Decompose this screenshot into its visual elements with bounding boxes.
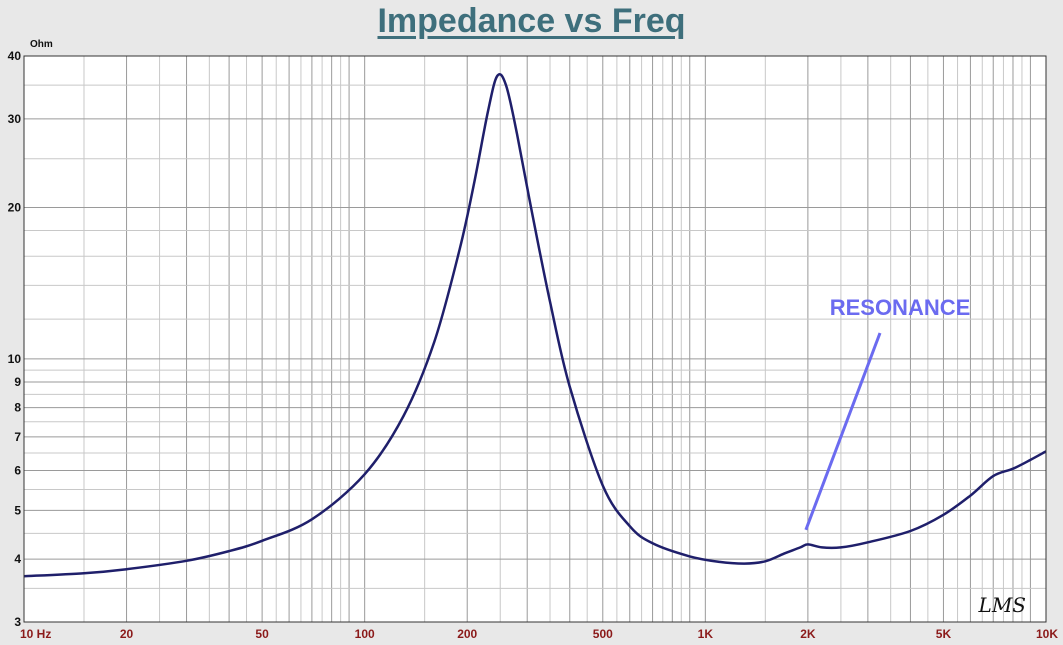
x-tick-label: 100	[355, 627, 375, 641]
y-tick-label: 10	[8, 352, 22, 366]
x-tick-label: 200	[457, 627, 477, 641]
grid	[23, 55, 1046, 623]
plot-area-background	[24, 56, 1046, 622]
y-tick-label: 7	[14, 430, 21, 444]
x-tick-label: 500	[593, 627, 613, 641]
chart-title: Impedance vs Freq	[377, 2, 686, 40]
tick-labels: 10 Hz 20 50 100 200 500 1K 2K 5K 10K 40 30 20 10 9 8 7 6 5…	[8, 49, 1059, 641]
y-tick-label: 20	[8, 200, 22, 214]
series-layer	[23, 72, 1047, 578]
x-tick-label: 50	[255, 627, 269, 641]
x-tick-label: 20	[120, 627, 134, 641]
impedance-curve	[23, 72, 1047, 578]
x-tick-label: 1K	[698, 627, 714, 641]
lms-watermark: LMS	[978, 593, 1026, 617]
y-tick-label: 3	[14, 615, 21, 629]
resonance-annotation-label: RESONANCE	[830, 295, 971, 320]
y-tick-label: 8	[14, 401, 21, 415]
y-tick-label: 5	[14, 503, 21, 517]
x-tick-label: 5K	[936, 627, 952, 641]
annotation-layer: RESONANCE	[804, 295, 971, 531]
resonance-pointer-line	[804, 332, 882, 531]
y-tick-label: 40	[8, 49, 22, 63]
y-tick-label: 30	[8, 112, 22, 126]
plot-frame	[23, 55, 1047, 623]
y-axis-unit-label: Ohm	[30, 39, 53, 50]
x-tick-label: 10 Hz	[20, 627, 51, 641]
x-tick-label: 2K	[800, 627, 816, 641]
y-tick-label: 9	[14, 375, 21, 389]
y-tick-label: 6	[14, 464, 21, 478]
y-tick-label: 4	[14, 552, 21, 566]
x-tick-label: 10K	[1036, 627, 1058, 641]
